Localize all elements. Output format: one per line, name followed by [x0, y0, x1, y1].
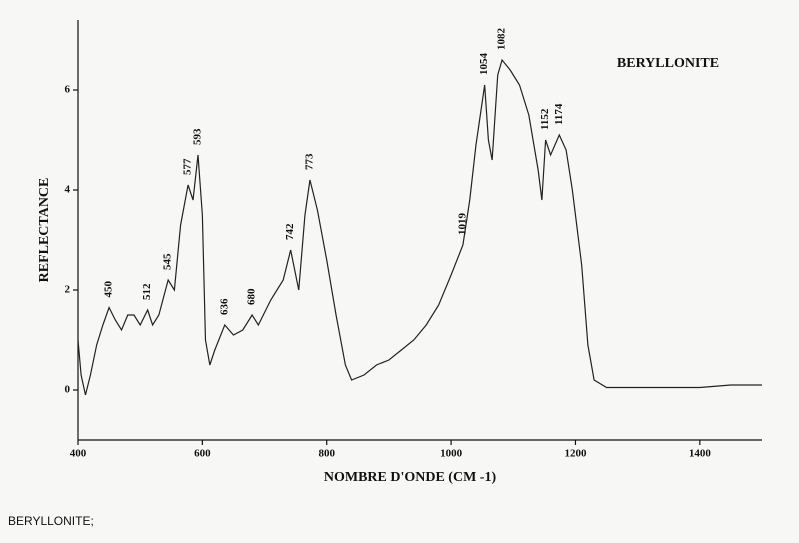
peak-label: 450 — [103, 281, 115, 298]
peak-label: 773 — [303, 153, 315, 170]
y-tick-label: 0 — [65, 384, 71, 396]
peak-label: 1174 — [553, 103, 565, 125]
x-tick-label: 800 — [318, 448, 335, 460]
x-axis-label: NOMBRE D'ONDE (CM -1) — [324, 470, 497, 485]
peak-label: 577 — [182, 158, 194, 175]
y-tick-label: 2 — [65, 284, 71, 296]
peak-label: 1082 — [496, 28, 508, 50]
x-tick-label: 1000 — [440, 448, 463, 460]
spectrum-line — [77, 58, 762, 396]
y-tick-label: 4 — [65, 184, 71, 196]
y-tick-label: 6 — [65, 84, 71, 96]
peak-label: 593 — [192, 128, 204, 145]
caption: BERYLLONITE; — [8, 514, 94, 528]
x-tick-label: 600 — [194, 448, 211, 460]
x-tick-label: 400 — [70, 448, 87, 460]
peak-label: 1152 — [539, 108, 551, 130]
chart-title: BERYLLONITE — [617, 56, 719, 71]
peak-label: 545 — [162, 253, 174, 270]
peak-label: 680 — [246, 288, 258, 305]
x-tick-label: 1400 — [689, 448, 712, 460]
peak-label: 1019 — [456, 213, 468, 236]
peak-label: 1054 — [478, 53, 490, 76]
x-tick-label: 1200 — [564, 448, 587, 460]
peak-label: 742 — [284, 223, 296, 240]
peak-label: 512 — [141, 283, 153, 300]
y-axis-label: REFLECTANCE — [37, 178, 52, 283]
peak-label: 636 — [218, 298, 230, 315]
